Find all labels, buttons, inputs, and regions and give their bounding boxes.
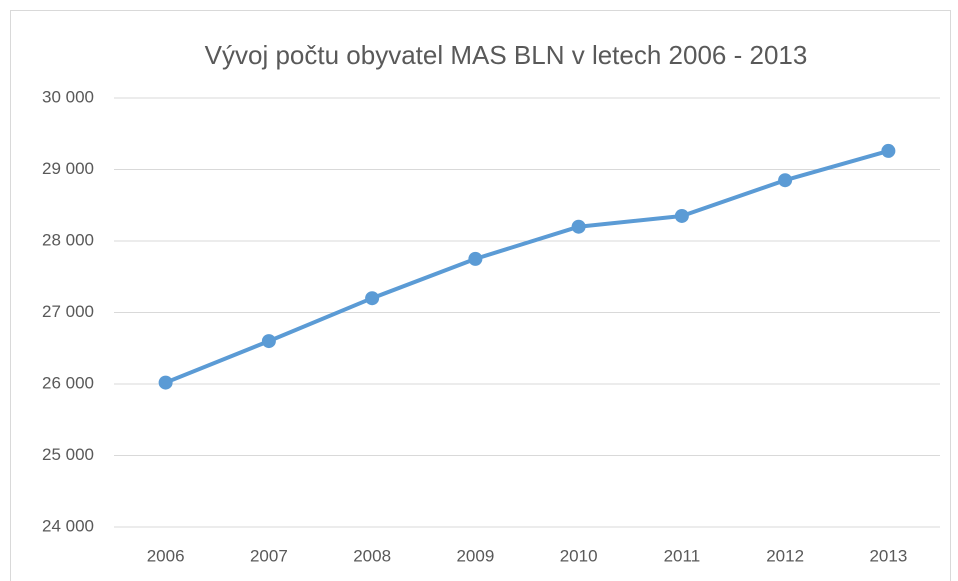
x-tick-label: 2010 (560, 546, 598, 565)
data-point (571, 219, 586, 234)
x-tick-label: 2008 (353, 546, 391, 565)
x-tick-label: 2006 (147, 546, 185, 565)
y-tick-label: 29 000 (42, 159, 94, 178)
y-tick-label: 25 000 (42, 445, 94, 464)
x-tick-label: 2009 (456, 546, 494, 565)
data-point (881, 143, 896, 158)
data-point (674, 208, 689, 223)
y-tick-label: 26 000 (42, 373, 94, 392)
data-point (365, 291, 380, 306)
x-tick-label: 2013 (869, 546, 907, 565)
data-point (778, 173, 793, 188)
data-point (158, 375, 173, 390)
y-tick-label: 28 000 (42, 230, 94, 249)
data-point (468, 251, 483, 266)
x-tick-label: 2011 (664, 546, 701, 565)
chart-frame (10, 10, 951, 581)
y-tick-label: 27 000 (42, 302, 94, 321)
x-tick-label: 2012 (766, 546, 804, 565)
x-tick-label: 2007 (250, 546, 288, 565)
chart-title: Vývoj počtu obyvatel MAS BLN v letech 20… (205, 40, 808, 70)
y-tick-label: 24 000 (42, 516, 94, 535)
series-line (163, 148, 891, 385)
data-point (261, 334, 276, 349)
y-tick-label: 30 000 (42, 87, 94, 106)
